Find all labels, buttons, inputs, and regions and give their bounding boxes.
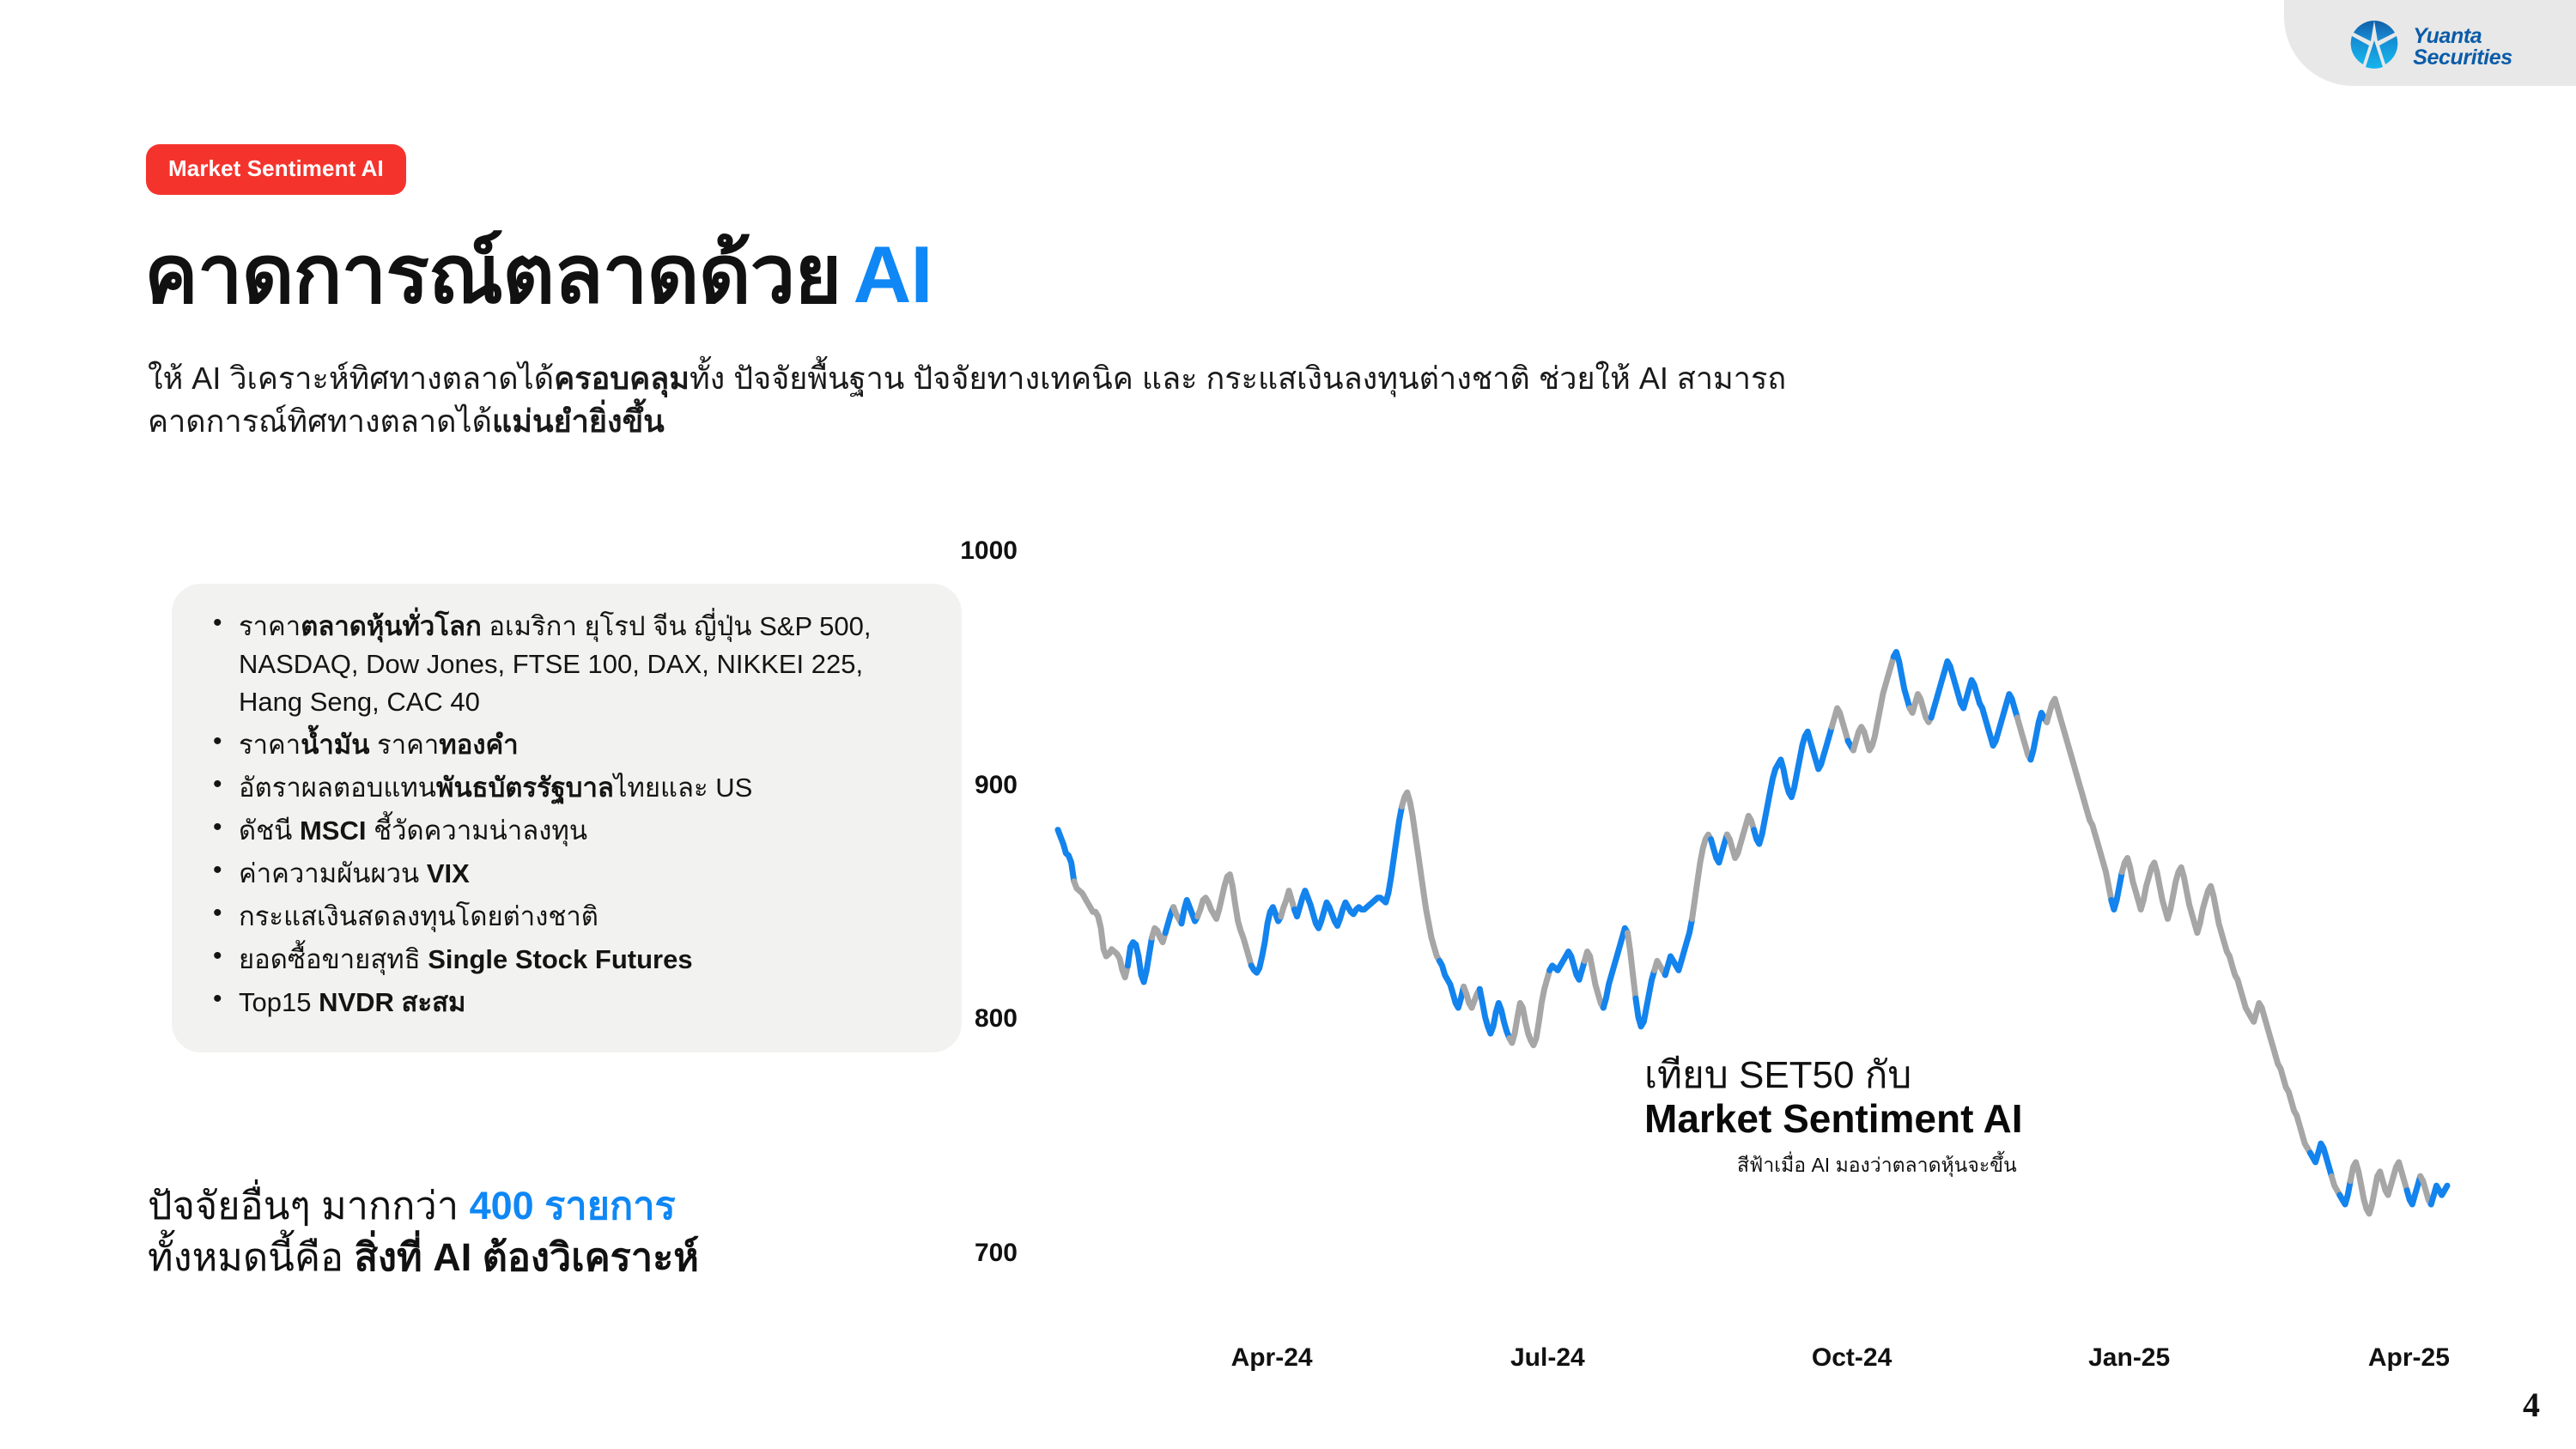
chart-x-tick: Apr-25 <box>2367 1343 2450 1372</box>
brand-name-line1: Yuanta <box>2413 23 2482 48</box>
chart-segment-bearish <box>1278 888 1297 920</box>
status-badge: Market Sentiment AI <box>146 144 406 195</box>
footnote-line1-highlight: 400 รายการ <box>469 1184 676 1228</box>
chart-segment-bullish <box>2108 869 2125 912</box>
intro-line2-a: คาดการณ์ทิศทางตลาดได้ <box>148 403 493 439</box>
brand-logo-plate: Yuanta Securities <box>2284 0 2576 86</box>
yuanta-star-logo <box>2348 18 2401 76</box>
chart-segment-bearish <box>2044 695 2115 903</box>
list-item: ราคาตลาดหุ้นทั่วโลก อเมริกา ยุโรป จีน ญี… <box>201 605 933 721</box>
chart-x-tick: Jul-24 <box>1510 1343 1585 1372</box>
chart-segment-bearish <box>1461 983 1483 1011</box>
factors-list: ราคาตลาดหุ้นทั่วโลก อเมริกา ยุโรป จีน ญี… <box>201 605 933 1022</box>
chart-segment-bearish <box>1723 812 1758 861</box>
chart-segment-bearish <box>1399 789 1443 964</box>
footnote-line-2: ทั้งหมดนี้คือ สิ่งที่ AI ต้องวิเคราะห์ <box>148 1232 699 1283</box>
chart-segment-bullish <box>1890 649 1913 712</box>
brand-name: Yuanta Securities <box>2413 23 2512 70</box>
chart-segment-bearish <box>1850 653 1897 754</box>
chart-segment-bullish <box>2306 1140 2335 1179</box>
chart-segment-bearish <box>1149 925 1169 946</box>
chart-x-tick: Oct-24 <box>1811 1343 1893 1372</box>
intro-line2-b: แม่นยำยิ่งขึ้น <box>492 403 665 439</box>
chart-y-tick: 800 <box>974 1004 1018 1034</box>
chart-caption-line3: สีฟ้าเมื่อ AI มองว่าตลาดหุ้นจะขึ้น <box>1737 1154 2017 1177</box>
footnote-line2-a: ทั้งหมดนี้คือ <box>148 1235 355 1280</box>
page-number: 4 <box>2523 1385 2540 1424</box>
list-item: Top15 NVDR สะสม <box>201 981 933 1022</box>
intro-line1-c: ทั้ง ปัจจัยพื้นฐาน ปัจจัยทางเทคนิค และ ก… <box>689 361 1787 396</box>
chart-segment-bullish <box>1632 967 1658 1030</box>
intro-line1-a: ให้ AI วิเคราะห์ทิศทางตลาดได้ <box>148 361 555 396</box>
brand-logo: Yuanta Securities <box>2348 18 2512 76</box>
chart-segment-bearish <box>1828 705 1851 744</box>
intro-paragraph: ให้ AI วิเคราะห์ทิศทางตลาดได้ครอบคลุมทั้… <box>148 357 2148 442</box>
chart-segment-bullish <box>1054 827 1078 885</box>
footnote-line2-b: สิ่งที่ AI ต้องวิเคราะห์ <box>354 1235 699 1280</box>
list-item: อัตราผลตอบแทนพันธบัตรรัฐบาลไทยและ US <box>201 767 933 807</box>
intro-line1-b: ครอบคลุม <box>554 361 690 396</box>
factors-card: ราคาตลาดหุ้นทั่วโลก อเมริกา ยุโรป จีน ญี… <box>172 584 962 1053</box>
chart-segment-bearish <box>1625 930 1639 1002</box>
chart-segment-bullish <box>1436 957 1467 1011</box>
chart-x-tick: Apr-24 <box>1230 1343 1313 1372</box>
list-item: กระแสเงินสดลงทุนโดยต่างชาติ <box>201 895 933 936</box>
chart-segment-bullish <box>2336 1178 2354 1208</box>
chart-segment-bullish <box>1291 803 1406 931</box>
chart-segment-bullish <box>1124 934 1155 985</box>
chart-segment-bullish <box>2403 1173 2424 1208</box>
footnote-text: ปัจจัยอื่นๆ มากกว่า 400 รายการ ทั้งหมดนี… <box>148 1180 699 1284</box>
chart-caption: เทียบ SET50 กับ Market Sentiment AI สีฟ้… <box>1644 1054 2023 1181</box>
chart-segment-bearish <box>1906 691 1935 725</box>
brand-name-line2: Securities <box>2413 45 2512 70</box>
footnote-line-1: ปัจจัยอื่นๆ มากกว่า 400 รายการ <box>148 1180 699 1232</box>
page-title-accent: AI <box>853 229 933 319</box>
chart-segment-bullish <box>2427 1182 2451 1208</box>
chart-segment-bearish <box>2118 855 2313 1156</box>
chart-segment-bearish <box>2347 1159 2410 1217</box>
chart-segment-bearish <box>1071 878 1131 980</box>
chart-segment-bearish <box>1689 831 1714 922</box>
chart-plot <box>1054 649 2451 1217</box>
chart-caption-line2: Market Sentiment AI <box>1644 1096 2023 1142</box>
chart-y-tick: 900 <box>974 770 1018 799</box>
chart-segment-bullish <box>1662 915 1696 979</box>
chart-segment-bearish <box>2014 714 2034 763</box>
chart-segment-bullish <box>1928 658 2020 749</box>
chart-y-tick: 700 <box>974 1239 1018 1267</box>
chart-segment-bullish <box>1751 724 1835 847</box>
chart-segment-bullish <box>1476 985 1513 1041</box>
chart-y-tick: 1000 <box>960 537 1018 565</box>
chart-caption-line1: เทียบ SET50 กับ <box>1644 1054 1912 1096</box>
chart-segment-bearish <box>1581 949 1607 1011</box>
chart-segment-bearish <box>1194 871 1255 969</box>
chart-segment-bullish <box>1708 831 1730 866</box>
list-item: ค่าความผันผวน VIX <box>201 852 933 893</box>
chart-segment-bullish <box>1178 897 1201 927</box>
list-item: ดัชนี MSCI ชี้วัดความน่าลงทุน <box>201 809 933 850</box>
chart-x-tick: Jan-25 <box>2088 1343 2171 1372</box>
chart-segment-bearish <box>1506 967 1553 1049</box>
chart-segment-bullish <box>1546 949 1588 983</box>
chart-segment-bullish <box>1600 925 1631 1011</box>
footnote-line1-a: ปัจจัยอื่นๆ มากกว่า <box>148 1184 470 1228</box>
chart-segment-bearish <box>2328 1173 2343 1198</box>
list-item: ราคาน้ำมัน ราคาทองคำ <box>201 724 933 764</box>
chart-segment-bullish <box>2027 709 2050 763</box>
page-title: คาดการณ์ตลาดด้วย AI <box>144 210 933 338</box>
page-title-thai: คาดการณ์ตลาดด้วย <box>144 229 841 319</box>
chart-segment-bullish <box>1248 904 1285 976</box>
set50-sentiment-chart: 1000 900 800 700 Apr-24 Jul-24 Oct-24 Jan-25 Ap… <box>960 515 2516 1373</box>
list-item: ยอดซื้อขายสุทธิ Single Stock Futures <box>201 938 933 979</box>
